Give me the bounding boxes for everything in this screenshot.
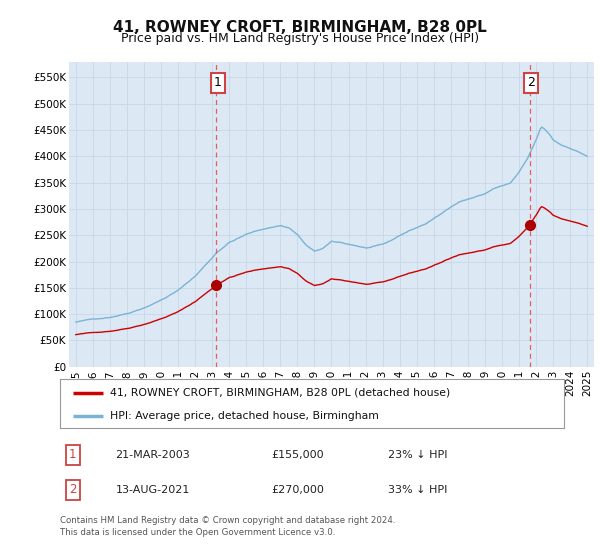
Text: 1: 1 — [69, 449, 76, 461]
Text: 2: 2 — [527, 77, 535, 90]
Text: 33% ↓ HPI: 33% ↓ HPI — [388, 485, 447, 494]
Text: 41, ROWNEY CROFT, BIRMINGHAM, B28 0PL (detached house): 41, ROWNEY CROFT, BIRMINGHAM, B28 0PL (d… — [110, 388, 451, 398]
Text: 13-AUG-2021: 13-AUG-2021 — [115, 485, 190, 494]
Text: 2: 2 — [69, 483, 76, 496]
Text: £155,000: £155,000 — [272, 450, 325, 460]
Text: 1: 1 — [214, 77, 221, 90]
Text: 23% ↓ HPI: 23% ↓ HPI — [388, 450, 447, 460]
Text: Contains HM Land Registry data © Crown copyright and database right 2024.
This d: Contains HM Land Registry data © Crown c… — [60, 516, 395, 537]
Text: HPI: Average price, detached house, Birmingham: HPI: Average price, detached house, Birm… — [110, 411, 379, 421]
Text: 41, ROWNEY CROFT, BIRMINGHAM, B28 0PL: 41, ROWNEY CROFT, BIRMINGHAM, B28 0PL — [113, 20, 487, 35]
Text: £270,000: £270,000 — [272, 485, 325, 494]
Text: 21-MAR-2003: 21-MAR-2003 — [115, 450, 190, 460]
Text: Price paid vs. HM Land Registry's House Price Index (HPI): Price paid vs. HM Land Registry's House … — [121, 32, 479, 45]
